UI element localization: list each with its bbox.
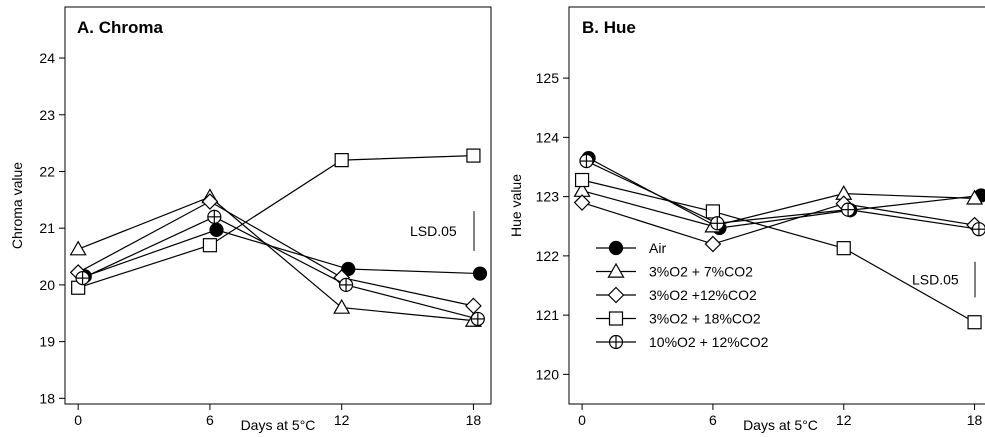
legend-marker [607, 286, 625, 304]
legend: Air 3%O2 + 7%CO2 3%O2 +12%CO2 3%O2 + 18%CO2… [596, 240, 769, 350]
x-axis-label: Days at 5°C [241, 417, 316, 433]
data-point [201, 193, 219, 210]
legend-label: 3%O2 + 7%CO2 [649, 264, 753, 280]
chart-title: A. Chroma [77, 18, 164, 37]
data-point [209, 222, 224, 237]
lsd-label: LSD.05 [912, 272, 959, 288]
series-2 [69, 188, 482, 327]
legend-label: 3%O2 + 18%CO2 [649, 311, 761, 327]
chart-panel-1: A. Chroma 18 19 20 21 22 23 24 0 6 12 18 Days at 5°C… [9, 6, 492, 433]
data-point [967, 315, 982, 330]
x-tick-label: 12 [836, 412, 852, 428]
y-tick-label: 22 [39, 163, 55, 179]
data-point [966, 189, 984, 205]
y-tick-label: 24 [39, 50, 55, 66]
data-point [705, 204, 721, 219]
series-2 [573, 181, 984, 233]
y-tick-label: 125 [536, 70, 560, 86]
series-line [581, 179, 975, 323]
series-line [581, 190, 975, 227]
x-tick-label: 18 [466, 412, 482, 428]
data-point [334, 153, 349, 168]
data-point [69, 240, 87, 256]
y-axis-label: Chroma value [9, 162, 25, 249]
series-5 [75, 209, 485, 327]
y-axis-label: Hue value [508, 174, 524, 237]
legend-marker [608, 334, 624, 350]
y-tick-label: 18 [39, 390, 55, 406]
y-tick-label: 122 [536, 248, 560, 264]
data-point [579, 153, 594, 169]
chart-title: B. Hue [582, 18, 636, 37]
series-4 [71, 148, 481, 295]
series-5 [579, 153, 985, 237]
data-point [840, 202, 856, 217]
legend-item: Air [596, 240, 666, 256]
legend-item: 3%O2 + 18%CO2 [596, 311, 761, 327]
data-point [341, 261, 356, 277]
data-point [207, 209, 222, 224]
y-tick-label: 23 [39, 107, 55, 123]
y-tick-label: 124 [536, 129, 560, 145]
data-point [704, 235, 722, 253]
series-line [77, 196, 474, 322]
data-point [470, 311, 485, 327]
x-tick-label: 0 [74, 412, 82, 428]
series-line [586, 160, 980, 230]
data-point [333, 298, 351, 314]
series-line [588, 157, 982, 229]
plot-frame [64, 6, 492, 405]
y-tick-label: 20 [39, 277, 55, 293]
x-tick-label: 0 [578, 412, 586, 428]
legend-label: 3%O2 +12%CO2 [649, 287, 757, 303]
series-3 [69, 193, 482, 315]
data-point [202, 238, 218, 253]
data-point [75, 270, 90, 286]
x-axis-label: Days at 5°C [743, 417, 818, 433]
x-tick-label: 6 [709, 412, 717, 428]
data-point [466, 148, 481, 163]
legend-item: 3%O2 +12%CO2 [596, 286, 757, 304]
series-line [77, 154, 474, 289]
data-point [338, 277, 354, 292]
data-point [573, 194, 591, 211]
y-tick-label: 21 [39, 220, 55, 236]
legend-marker [608, 240, 624, 256]
y-tick-label: 120 [536, 366, 560, 382]
x-tick-label: 18 [967, 412, 983, 428]
y-tick-label: 123 [536, 189, 560, 205]
legend-marker [607, 262, 625, 278]
chart-panel-2: B. Hue 120 121 122 123 124 125 0 6 12 18 Days at 5°… [508, 6, 985, 433]
series-line [82, 216, 478, 320]
data-point [971, 222, 985, 237]
lsd-label: LSD.05 [410, 223, 457, 239]
data-point [574, 172, 590, 188]
legend-item: 3%O2 + 7%CO2 [596, 262, 753, 280]
x-tick-label: 6 [206, 412, 214, 428]
y-tick-label: 121 [536, 307, 560, 323]
x-tick-label: 12 [334, 412, 350, 428]
series-line [77, 200, 474, 307]
data-point [465, 297, 482, 315]
y-tick-label: 19 [39, 334, 55, 350]
legend-label: Air [649, 240, 666, 256]
legend-item: 10%O2 + 12%CO2 [596, 334, 769, 350]
series-line [581, 201, 975, 245]
legend-marker [608, 311, 624, 326]
plot-frame [568, 6, 985, 405]
data-point [472, 266, 488, 281]
series-line [84, 229, 481, 277]
data-point [710, 216, 725, 231]
legend-label: 10%O2 + 12%CO2 [649, 334, 769, 350]
data-point [836, 241, 851, 256]
series-3 [573, 194, 983, 253]
